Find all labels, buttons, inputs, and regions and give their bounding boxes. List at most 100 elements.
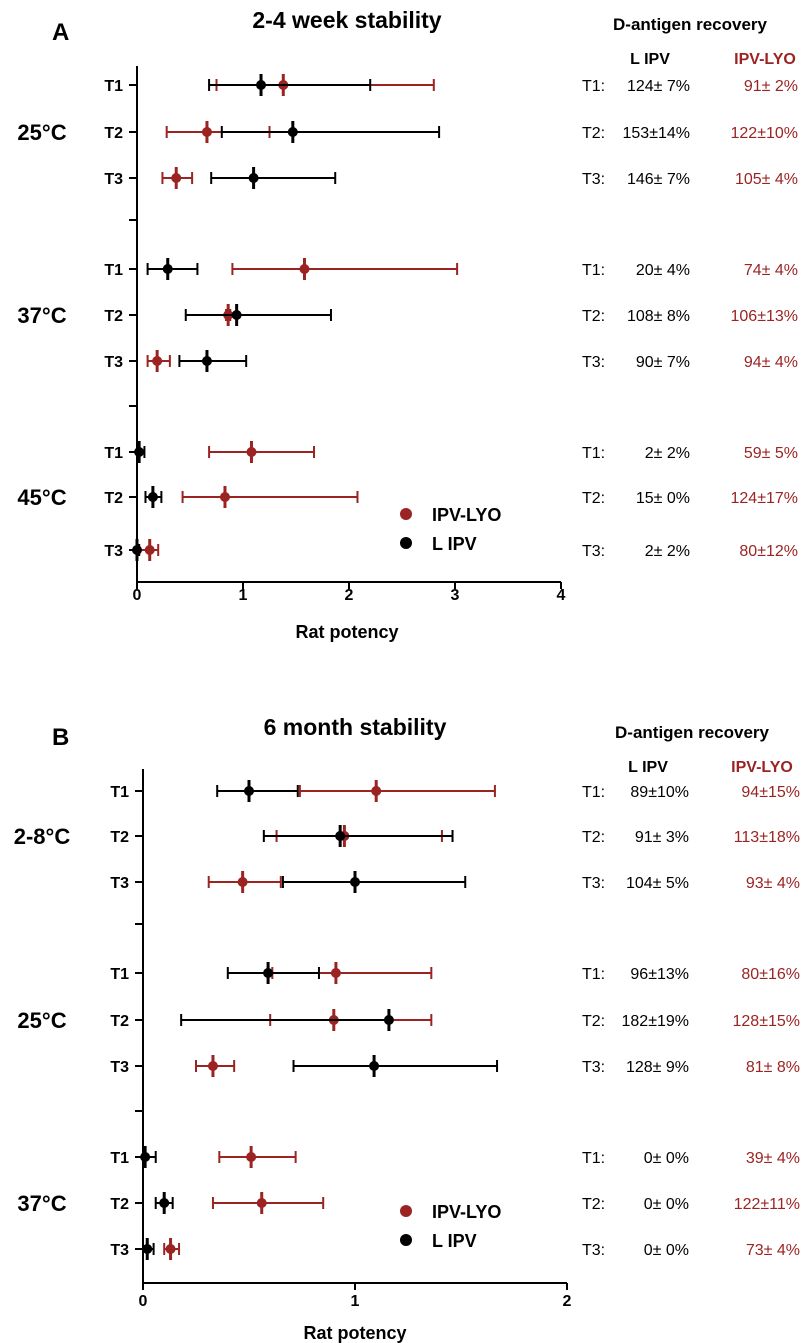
group-label: 45°C bbox=[17, 485, 66, 510]
recovery-lyo-value: 94±15% bbox=[741, 784, 800, 801]
legend-marker-ipv-lyo bbox=[400, 1205, 412, 1217]
l-ipv-point bbox=[263, 968, 274, 978]
recovery-row-label: T2: bbox=[582, 125, 605, 142]
ipv-lyo-point bbox=[165, 1244, 176, 1254]
recovery-lipv-value: 91± 3% bbox=[635, 829, 689, 846]
ipv-lyo-point bbox=[237, 877, 248, 887]
row-label: T3 bbox=[110, 1059, 129, 1076]
l-ipv-point bbox=[201, 356, 212, 366]
x-axis-label: Rat potency bbox=[295, 622, 398, 642]
recovery-row-label: T1: bbox=[582, 262, 605, 279]
recovery-row-label: T3: bbox=[582, 1242, 605, 1259]
row-label: T1 bbox=[110, 966, 129, 983]
recovery-lipv-value: 146± 7% bbox=[627, 171, 690, 188]
l-ipv-point bbox=[383, 1015, 394, 1025]
recovery-lyo-value: 80±16% bbox=[741, 966, 800, 983]
legend-marker-l-ipv bbox=[400, 537, 412, 549]
x-tick-label: 0 bbox=[133, 587, 142, 604]
recovery-lipv-value: 20± 4% bbox=[636, 262, 690, 279]
l-ipv-point bbox=[162, 264, 173, 274]
recovery-row-label: T3: bbox=[582, 354, 605, 371]
l-ipv-point bbox=[132, 545, 142, 555]
table-header-lyo: IPV-LYO bbox=[731, 759, 793, 776]
ipv-lyo-point bbox=[256, 1198, 267, 1208]
recovery-lipv-value: 182±19% bbox=[622, 1013, 690, 1030]
row-label: T1 bbox=[110, 1150, 129, 1167]
x-axis-label: Rat potency bbox=[303, 1323, 406, 1343]
x-tick-label: 2 bbox=[345, 587, 354, 604]
recovery-lyo-value: 74± 4% bbox=[744, 262, 798, 279]
recovery-lipv-value: 0± 0% bbox=[644, 1150, 689, 1167]
ipv-lyo-point bbox=[246, 447, 257, 457]
recovery-row-label: T3: bbox=[582, 543, 605, 560]
legend-marker-l-ipv bbox=[400, 1234, 412, 1246]
recovery-row-label: T1: bbox=[582, 78, 605, 95]
recovery-lyo-value: 106±13% bbox=[731, 308, 799, 325]
x-tick-label: 1 bbox=[239, 587, 248, 604]
recovery-lipv-value: 15± 0% bbox=[636, 490, 690, 507]
recovery-lipv-value: 90± 7% bbox=[636, 354, 690, 371]
ipv-lyo-point bbox=[299, 264, 310, 274]
recovery-lyo-value: 91± 2% bbox=[744, 78, 798, 95]
l-ipv-point bbox=[287, 127, 298, 137]
row-label: T2 bbox=[110, 1013, 129, 1030]
recovery-lipv-value: 124± 7% bbox=[627, 78, 690, 95]
recovery-lyo-value: 59± 5% bbox=[744, 445, 798, 462]
recovery-lyo-value: 113±18% bbox=[734, 829, 800, 846]
row-label: T3 bbox=[110, 875, 129, 892]
table-title: D-antigen recovery bbox=[615, 723, 770, 742]
l-ipv-point bbox=[244, 786, 254, 796]
ipv-lyo-point bbox=[171, 173, 182, 183]
recovery-row-label: T1: bbox=[582, 966, 605, 983]
recovery-lyo-value: 105± 4% bbox=[735, 171, 798, 188]
row-label: T3 bbox=[104, 171, 123, 188]
recovery-row-label: T2: bbox=[582, 308, 605, 325]
x-tick-label: 3 bbox=[451, 587, 460, 604]
l-ipv-point bbox=[142, 1244, 153, 1254]
recovery-lyo-value: 39± 4% bbox=[746, 1150, 800, 1167]
row-label: T1 bbox=[104, 262, 123, 279]
legend-marker-ipv-lyo bbox=[400, 508, 412, 520]
row-label: T2 bbox=[104, 308, 123, 325]
ipv-lyo-point bbox=[201, 127, 212, 137]
l-ipv-point bbox=[248, 173, 259, 183]
group-label: 37°C bbox=[17, 303, 66, 328]
table-header-lyo: IPV-LYO bbox=[734, 51, 796, 68]
table-title: D-antigen recovery bbox=[613, 15, 768, 34]
chart-title: 2-4 week stability bbox=[252, 7, 441, 33]
l-ipv-point bbox=[231, 310, 242, 320]
recovery-row-label: T3: bbox=[582, 1059, 605, 1076]
recovery-row-label: T3: bbox=[582, 171, 605, 188]
l-ipv-point bbox=[140, 1152, 151, 1162]
ipv-lyo-point bbox=[246, 1152, 257, 1162]
recovery-lipv-value: 128± 9% bbox=[626, 1059, 689, 1076]
recovery-row-label: T2: bbox=[582, 1196, 605, 1213]
recovery-lipv-value: 0± 0% bbox=[644, 1242, 689, 1259]
row-label: T1 bbox=[110, 784, 129, 801]
row-label: T2 bbox=[104, 125, 123, 142]
group-label: 2-8°C bbox=[14, 824, 71, 849]
row-label: T2 bbox=[110, 829, 129, 846]
recovery-lipv-value: 96±13% bbox=[630, 966, 689, 983]
panel-label: B bbox=[52, 724, 69, 751]
recovery-lipv-value: 89±10% bbox=[630, 784, 689, 801]
row-label: T1 bbox=[104, 445, 123, 462]
recovery-lyo-value: 122±10% bbox=[731, 125, 799, 142]
row-label: T2 bbox=[104, 490, 123, 507]
recovery-row-label: T2: bbox=[582, 490, 605, 507]
recovery-lyo-value: 124±17% bbox=[731, 490, 799, 507]
recovery-row-label: T1: bbox=[582, 1150, 605, 1167]
x-tick-label: 1 bbox=[351, 1293, 360, 1310]
x-tick-label: 0 bbox=[139, 1293, 148, 1310]
row-label: T1 bbox=[104, 78, 123, 95]
l-ipv-point bbox=[335, 831, 346, 841]
recovery-lipv-value: 0± 0% bbox=[644, 1196, 689, 1213]
x-tick-label: 4 bbox=[557, 587, 566, 604]
l-ipv-point bbox=[134, 447, 145, 457]
recovery-lipv-value: 104± 5% bbox=[626, 875, 689, 892]
recovery-lipv-value: 2± 2% bbox=[645, 543, 690, 560]
l-ipv-point bbox=[369, 1061, 380, 1071]
legend-label-ipv-lyo: IPV-LYO bbox=[432, 505, 501, 525]
x-tick-label: 2 bbox=[563, 1293, 572, 1310]
